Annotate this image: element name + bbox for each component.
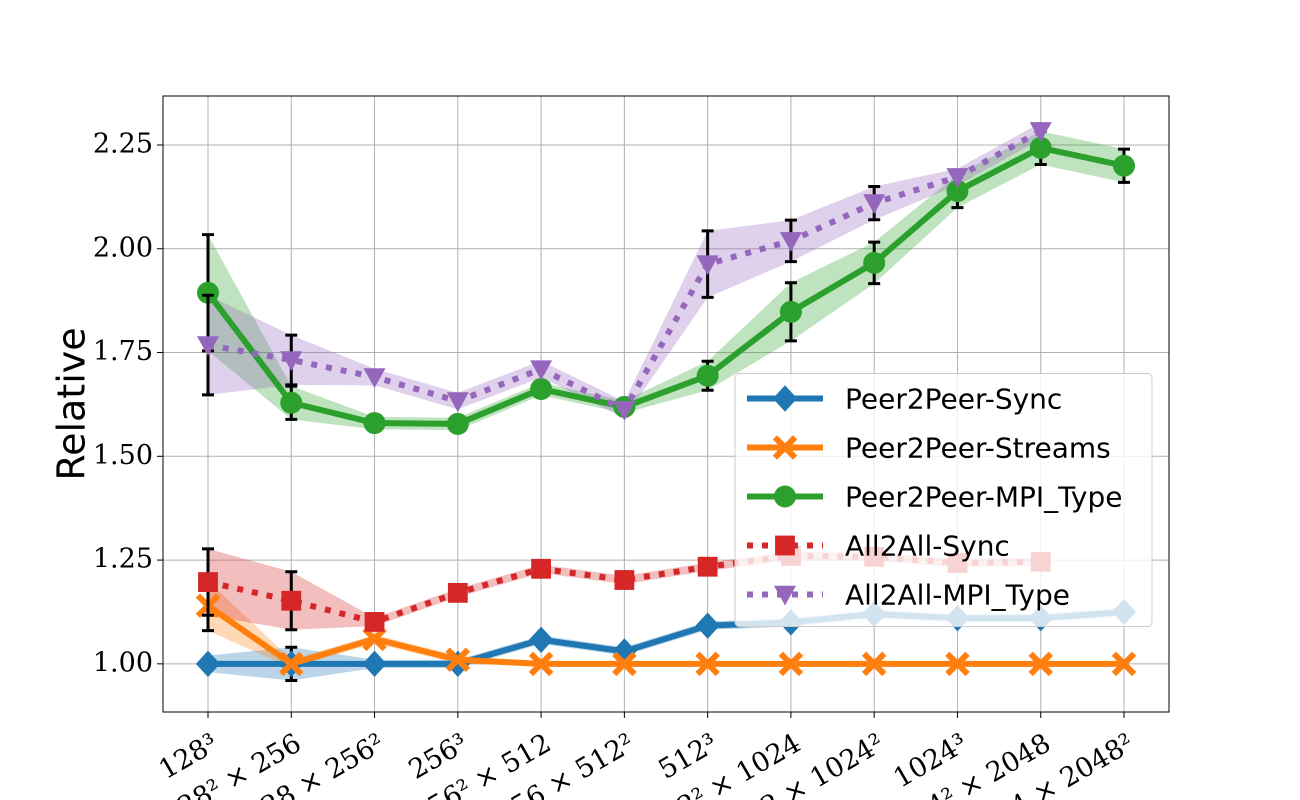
marker [1028, 651, 1053, 677]
legend-box [734, 373, 1153, 627]
marker [1029, 136, 1052, 159]
marker [1111, 651, 1137, 677]
marker [774, 585, 796, 606]
y-axis-label: Relative [50, 327, 94, 480]
legend-label: Peer2Peer-MPI_Type [845, 481, 1122, 514]
marker [946, 180, 969, 203]
marker [281, 590, 302, 611]
y-tick-label: 2.25 [93, 128, 153, 159]
marker [530, 378, 553, 401]
marker [612, 651, 637, 677]
marker [363, 368, 386, 389]
marker [447, 582, 468, 603]
y-tick-label: 1.25 [93, 544, 153, 575]
marker [280, 391, 303, 414]
marker [697, 556, 718, 577]
legend-label: Peer2Peer-Sync [845, 383, 1062, 416]
marker [772, 385, 798, 412]
marker [945, 651, 970, 677]
marker [195, 650, 221, 678]
series-line [205, 144, 1127, 427]
y-tick-label: 1.75 [93, 336, 153, 367]
series-line [205, 602, 1127, 667]
marker [362, 626, 387, 652]
y-tick-label: 2.00 [93, 232, 153, 263]
marker [198, 572, 218, 592]
marker [774, 485, 796, 508]
marker [863, 194, 886, 215]
marker [197, 336, 219, 357]
marker [530, 360, 553, 381]
marker [445, 647, 471, 672]
marker [778, 651, 804, 677]
marker [279, 651, 304, 677]
marker [1029, 122, 1052, 142]
marker [779, 232, 802, 252]
marker [614, 570, 635, 590]
marker [695, 612, 720, 639]
marker [696, 255, 719, 276]
marker [531, 558, 551, 579]
marker [363, 412, 386, 435]
marker [861, 651, 887, 677]
marker [863, 251, 886, 274]
plot-frame [162, 95, 1170, 713]
legend-label: Peer2Peer-Streams [845, 432, 1111, 465]
marker [446, 412, 469, 435]
marker [446, 392, 469, 413]
y-tick-label: 1.00 [93, 647, 153, 678]
marker [779, 300, 802, 323]
legend-label: All2All-MPI_Type [845, 579, 1070, 612]
marker [695, 651, 720, 677]
marker [362, 650, 387, 678]
marker [775, 535, 795, 556]
legend-label: All2All-Sync [845, 530, 1010, 563]
marker [528, 626, 554, 653]
marker [528, 651, 554, 677]
marker [1113, 154, 1135, 177]
marker [613, 401, 636, 421]
marker [696, 364, 719, 387]
y-tick-label: 1.50 [93, 440, 153, 471]
marker [280, 351, 303, 371]
marker [772, 435, 798, 460]
marker [197, 281, 219, 304]
marker [946, 168, 969, 188]
marker [364, 612, 385, 632]
